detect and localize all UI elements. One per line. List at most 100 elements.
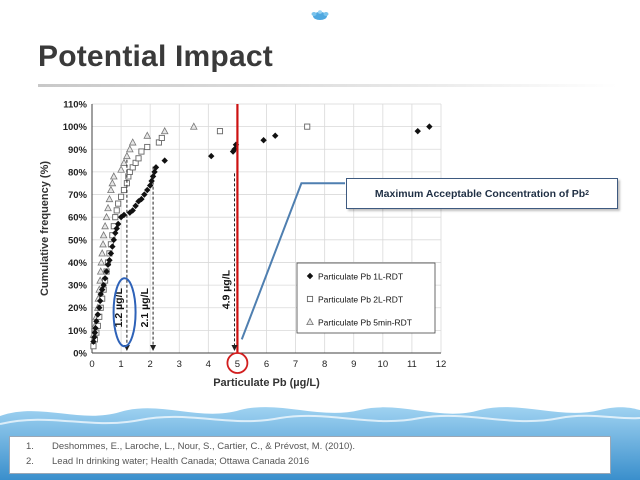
legend-marker xyxy=(306,272,314,280)
data-point xyxy=(114,220,122,228)
data-point xyxy=(104,203,112,212)
data-point xyxy=(143,131,152,139)
data-point xyxy=(118,193,125,200)
data-point xyxy=(107,185,115,194)
data-point xyxy=(91,333,98,341)
data-point xyxy=(91,329,99,336)
x-tick-label: 11 xyxy=(407,359,417,370)
highlight-ellipse xyxy=(112,277,137,348)
legend-marker xyxy=(306,295,314,303)
data-point xyxy=(113,207,120,214)
y-tick-label: 60% xyxy=(68,213,88,224)
data-point xyxy=(232,141,240,148)
y-tick-label: 0% xyxy=(73,349,87,360)
y-tick-label: 100% xyxy=(63,122,88,133)
y-tick-label: 70% xyxy=(68,190,88,201)
data-point xyxy=(216,128,224,135)
data-point xyxy=(113,225,120,232)
data-point xyxy=(115,200,122,207)
data-point xyxy=(144,186,151,194)
x-tick-label: 2 xyxy=(148,359,153,370)
data-point xyxy=(97,258,106,266)
annotation-arrowhead xyxy=(150,345,157,351)
reference-2: 2. Lead In drinking water; Health Canada;… xyxy=(26,456,310,467)
legend-label: Particulate Pb 5min-RDT xyxy=(318,318,412,328)
y-axis-label: Cumulative frequency (%) xyxy=(39,161,51,296)
data-point xyxy=(158,134,165,142)
legend-label: Particulate Pb 1L-RDT xyxy=(318,272,403,282)
x-axis-label: Particulate Pb (µg/L) xyxy=(213,377,320,389)
data-point xyxy=(120,186,128,194)
x-tick-label: 12 xyxy=(436,359,447,370)
data-point xyxy=(107,250,115,257)
annotation-label: 4.9 µg/L xyxy=(221,269,233,309)
data-point xyxy=(144,143,151,151)
data-point xyxy=(304,123,311,130)
annotation-arrowhead xyxy=(231,345,238,351)
x-tick-label: 10 xyxy=(378,359,389,370)
x-tick-label: 7 xyxy=(293,359,298,370)
data-point xyxy=(120,158,128,166)
x-tick-label: 0 xyxy=(89,359,94,370)
data-point xyxy=(110,236,118,244)
data-point xyxy=(138,148,145,155)
x-tick-label: 1 xyxy=(118,359,123,370)
data-point xyxy=(129,207,136,214)
mac-callout-superscript: 2 xyxy=(585,190,590,197)
x-tick-label: 9 xyxy=(351,359,356,370)
x-tick-label: 5 xyxy=(235,359,240,370)
data-point xyxy=(101,275,109,282)
data-point xyxy=(99,240,107,248)
cumulative-frequency-chart: 0 1 2 3 4 5 6 7 8 9 10 11 120%10%20%30%40%50%60%70%8… xyxy=(39,100,447,390)
reference-1: 1. Deshommes, E., Laroche, L., Nour, S., … xyxy=(26,441,356,452)
data-point xyxy=(135,155,142,162)
data-point xyxy=(152,164,160,171)
data-point xyxy=(103,268,110,275)
data-point xyxy=(272,132,279,139)
annotation-label: 1.2 µg/L xyxy=(113,287,125,327)
data-point xyxy=(260,137,267,144)
x-tick-label: 3 xyxy=(177,359,182,370)
y-tick-label: 90% xyxy=(68,145,88,156)
mac-callout-text: Maximum Acceptable Concentration of Pb xyxy=(374,187,586,200)
data-point xyxy=(160,126,169,135)
data-point xyxy=(90,338,97,345)
data-point xyxy=(141,191,148,198)
data-point xyxy=(108,178,117,187)
data-point xyxy=(125,145,134,153)
data-point xyxy=(123,151,131,160)
x-tick-label: 8 xyxy=(322,359,327,370)
data-point xyxy=(208,152,215,160)
mac-callout-box: Maximum Acceptable Concentration of Pb 2 xyxy=(346,178,618,209)
title-divider xyxy=(38,84,618,87)
data-point xyxy=(106,256,113,264)
data-point xyxy=(92,324,99,332)
data-point xyxy=(189,122,198,130)
data-point xyxy=(96,276,105,284)
water-drop-logo xyxy=(311,10,329,20)
annotation-label: 2.1 µg/L xyxy=(139,287,151,327)
data-point xyxy=(101,221,109,230)
legend-label: Particulate Pb 2L-RDT xyxy=(318,295,403,305)
data-point xyxy=(112,214,119,221)
data-point xyxy=(96,297,104,305)
data-point xyxy=(96,304,103,311)
data-point xyxy=(426,123,433,130)
highlight-circle-5 xyxy=(226,352,249,374)
data-point xyxy=(96,267,105,275)
data-point xyxy=(138,195,145,203)
y-tick-label: 40% xyxy=(68,258,88,269)
y-tick-label: 30% xyxy=(68,281,88,292)
legend-marker xyxy=(306,317,314,325)
references-box: 1. Deshommes, E., Laroche, L., Nour, S., … xyxy=(9,436,611,474)
data-point xyxy=(94,311,102,318)
data-point xyxy=(98,249,107,257)
y-tick-label: 10% xyxy=(68,326,88,337)
data-point xyxy=(120,211,128,219)
data-point xyxy=(414,127,421,135)
data-point xyxy=(132,202,139,210)
data-point xyxy=(99,231,108,239)
y-tick-label: 50% xyxy=(68,235,88,246)
y-tick-label: 20% xyxy=(68,303,88,314)
